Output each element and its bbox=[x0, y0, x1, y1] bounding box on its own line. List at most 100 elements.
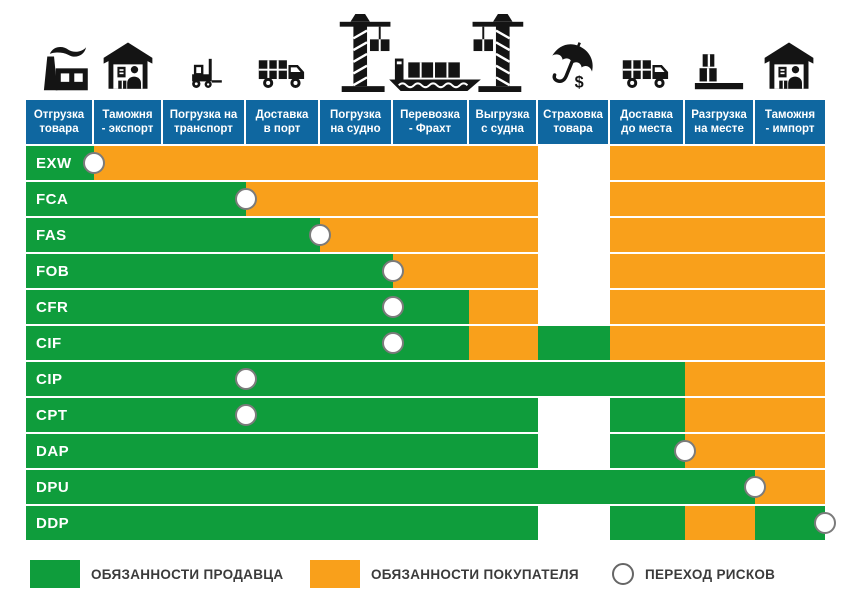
cell-DAP-col9 bbox=[610, 434, 685, 468]
cell-DAP-col7 bbox=[469, 434, 538, 468]
cell-DDP-col1 bbox=[26, 506, 94, 540]
cell-DDP-col5 bbox=[320, 506, 393, 540]
row-CFR: CFR bbox=[26, 290, 825, 324]
cell-CFR-col6 bbox=[393, 290, 469, 324]
cell-CIP-col4 bbox=[246, 362, 320, 396]
cell-CIP-col7 bbox=[469, 362, 538, 396]
cell-DAP-col5 bbox=[320, 434, 393, 468]
cell-EXW-col9 bbox=[610, 146, 685, 180]
cell-CFR-col4 bbox=[246, 290, 320, 324]
cell-DDP-col3 bbox=[163, 506, 246, 540]
seller-color-swatch bbox=[30, 560, 80, 588]
cell-CIP-col8 bbox=[538, 362, 610, 396]
cell-CFR-col2 bbox=[94, 290, 163, 324]
cell-CIF-col11 bbox=[755, 326, 825, 360]
cell-CPT-col6 bbox=[393, 398, 469, 432]
cell-EXW-col7 bbox=[469, 146, 538, 180]
row-label-DAP: DAP bbox=[36, 442, 70, 460]
header-cell-2: Таможня - экспорт bbox=[94, 100, 161, 144]
cell-FOB-col4 bbox=[246, 254, 320, 288]
cell-DPU-col4 bbox=[246, 470, 320, 504]
cell-FAS-col4 bbox=[246, 218, 320, 252]
row-label-CFR: CFR bbox=[36, 298, 69, 316]
row-FAS: FAS bbox=[26, 218, 825, 252]
cell-DPU-col3 bbox=[163, 470, 246, 504]
cell-FOB-col11 bbox=[755, 254, 825, 288]
legend-risk: ПЕРЕХОД РИСКОВ bbox=[612, 556, 775, 592]
cell-FOB-col8 bbox=[538, 254, 610, 288]
cell-CIF-col9 bbox=[610, 326, 685, 360]
legend-buyer-label: ОБЯЗАННОСТИ ПОКУПАТЕЛЯ bbox=[371, 566, 579, 582]
cell-DDP-col4 bbox=[246, 506, 320, 540]
legend-seller: ОБЯЗАННОСТИ ПРОДАВЦА bbox=[30, 556, 283, 592]
cell-DAP-col6 bbox=[393, 434, 469, 468]
cell-FCA-col3 bbox=[163, 182, 246, 216]
row-DDP: DDP bbox=[26, 506, 836, 540]
cell-FCA-col11 bbox=[755, 182, 825, 216]
incoterms-grid: EXW FCA FAS FOB CFR CIF CIP CPT DAP DPU DDP bbox=[26, 146, 836, 540]
cell-FAS-col9 bbox=[610, 218, 685, 252]
cell-DPU-col9 bbox=[610, 470, 685, 504]
cell-FOB-col5 bbox=[320, 254, 393, 288]
row-DPU: DPU bbox=[26, 470, 825, 504]
header-cell-7: Выгрузка с судна bbox=[469, 100, 536, 144]
cell-DAP-col11 bbox=[755, 434, 825, 468]
cell-CFR-col9 bbox=[610, 290, 685, 324]
cell-CPT-col10 bbox=[685, 398, 755, 432]
cell-FAS-col10 bbox=[685, 218, 755, 252]
cell-CIF-col2 bbox=[94, 326, 163, 360]
stage-icons-band: $ bbox=[26, 4, 825, 92]
cell-CFR-col7 bbox=[469, 290, 538, 324]
cell-CFR-col1 bbox=[26, 290, 94, 324]
cell-FCA-col5 bbox=[320, 182, 393, 216]
cell-FAS-col6 bbox=[393, 218, 469, 252]
cell-CIP-col1 bbox=[26, 362, 94, 396]
legend-risk-label: ПЕРЕХОД РИСКОВ bbox=[645, 566, 776, 582]
cell-DDP-col10 bbox=[685, 506, 755, 540]
row-label-CPT: CPT bbox=[36, 406, 68, 424]
cell-CIP-col10 bbox=[685, 362, 755, 396]
risk-marker-CIF bbox=[382, 332, 404, 354]
cell-DPU-col11 bbox=[755, 470, 825, 504]
cell-CIF-col1 bbox=[26, 326, 94, 360]
insurance-umbrella-dollar-icon: $ bbox=[548, 41, 596, 91]
cell-EXW-col5 bbox=[320, 146, 393, 180]
row-CIF: CIF bbox=[26, 326, 825, 360]
header-cell-6: Перевозка - Фрахт bbox=[393, 100, 467, 144]
port-crane-icon bbox=[464, 14, 524, 92]
risk-marker-CIP bbox=[235, 368, 257, 390]
cell-FCA-col1 bbox=[26, 182, 94, 216]
risk-marker-DAP bbox=[674, 440, 696, 462]
header-cell-3: Погрузка на транспорт bbox=[163, 100, 244, 144]
risk-transfer-circle-icon bbox=[612, 563, 634, 585]
cell-CPT-col11 bbox=[755, 398, 825, 432]
cell-CIF-col8 bbox=[538, 326, 610, 360]
cell-DPU-col8 bbox=[538, 470, 610, 504]
cell-FAS-col8 bbox=[538, 218, 610, 252]
buyer-color-swatch bbox=[310, 560, 360, 588]
legend-seller-label: ОБЯЗАННОСТИ ПРОДАВЦА bbox=[91, 566, 284, 582]
cell-CIP-col3 bbox=[163, 362, 246, 396]
cell-DPU-col6 bbox=[393, 470, 469, 504]
header-cell-11: Таможня - импорт bbox=[755, 100, 825, 144]
cell-EXW-col3 bbox=[163, 146, 246, 180]
cell-DAP-col1 bbox=[26, 434, 94, 468]
cell-CIP-col11 bbox=[755, 362, 825, 396]
cargo-boxes-icon bbox=[694, 48, 744, 90]
cell-CFR-col10 bbox=[685, 290, 755, 324]
cell-CIF-col6 bbox=[393, 326, 469, 360]
cell-EXW-col8 bbox=[538, 146, 610, 180]
cell-FCA-col4 bbox=[246, 182, 320, 216]
cell-FOB-col1 bbox=[26, 254, 94, 288]
port-crane-icon bbox=[339, 14, 399, 92]
cell-CIP-col9 bbox=[610, 362, 685, 396]
cell-DPU-col7 bbox=[469, 470, 538, 504]
row-label-FAS: FAS bbox=[36, 226, 67, 244]
cell-FOB-col3 bbox=[163, 254, 246, 288]
cell-CPT-col5 bbox=[320, 398, 393, 432]
cell-FAS-col3 bbox=[163, 218, 246, 252]
risk-marker-DDP bbox=[814, 512, 836, 534]
risk-marker-FAS bbox=[309, 224, 331, 246]
cell-CPT-col9 bbox=[610, 398, 685, 432]
